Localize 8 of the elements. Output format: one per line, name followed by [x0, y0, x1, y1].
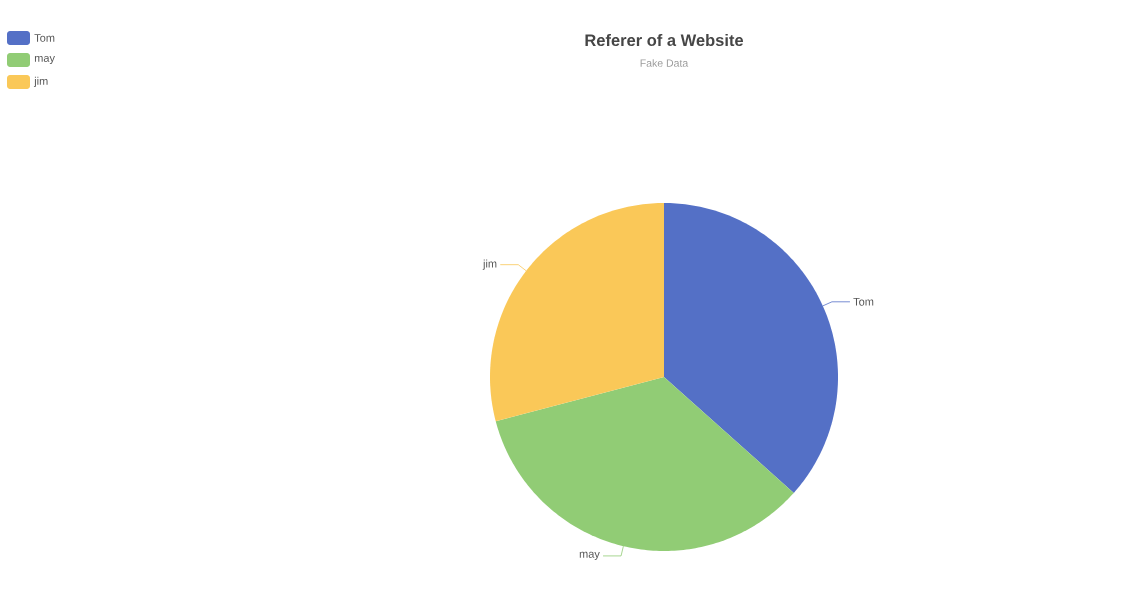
slice-label: may	[579, 551, 600, 561]
slice-label: Tom	[853, 297, 874, 306]
chart-title: Referer of a Website	[585, 33, 744, 47]
slice-label: jim	[482, 259, 497, 270]
text: Fake Data	[640, 59, 689, 67]
legend-label: jim	[33, 76, 48, 88]
legend-label: Tom	[34, 34, 55, 42]
legend-label: may	[34, 55, 55, 65]
